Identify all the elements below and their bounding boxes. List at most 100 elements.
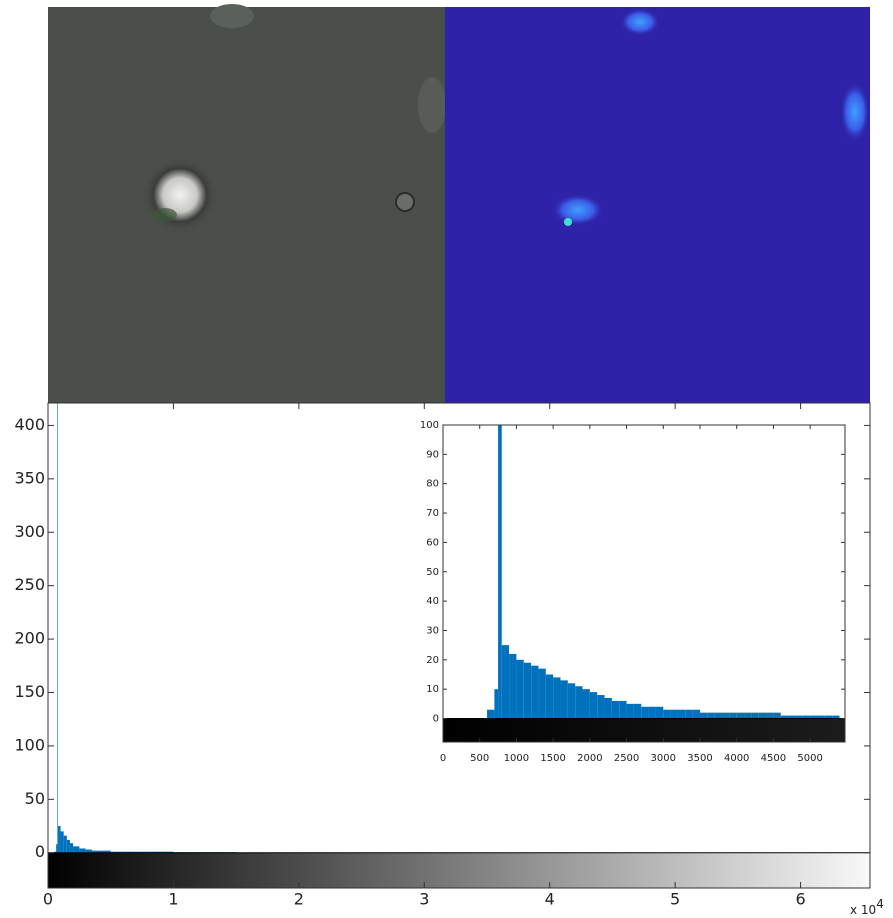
bar — [699, 712, 708, 719]
bar — [523, 662, 532, 719]
bar — [641, 706, 649, 719]
x-tick-label: 4500 — [761, 753, 786, 764]
bar — [494, 689, 499, 719]
x-tick-label: 4000 — [724, 753, 749, 764]
x-tick-label: 1 — [168, 890, 178, 909]
bar — [57, 403, 59, 853]
bar — [663, 709, 671, 719]
x-tick-label: 3000 — [651, 753, 676, 764]
y-tick-label: 250 — [14, 575, 45, 594]
bar — [780, 715, 789, 719]
bar — [63, 835, 67, 853]
bar — [758, 712, 767, 719]
y-tick-label: 10 — [426, 684, 439, 695]
y-tick-label: 50 — [25, 789, 45, 808]
y-tick-label: 300 — [14, 522, 45, 541]
bar — [619, 700, 627, 719]
bar — [498, 425, 502, 719]
bar — [611, 700, 620, 719]
bar — [54, 851, 57, 853]
bar — [714, 712, 723, 719]
bar — [98, 850, 111, 853]
bar — [648, 706, 656, 719]
x-tick-label: 1000 — [504, 753, 529, 764]
bar — [633, 703, 642, 719]
bar — [832, 715, 840, 719]
bar — [802, 715, 811, 719]
bar — [817, 715, 825, 719]
colorbar — [48, 852, 870, 888]
y-tick-label: 90 — [426, 449, 439, 460]
bar — [575, 686, 583, 719]
y-tick-label: 200 — [14, 629, 45, 648]
bar — [795, 715, 803, 719]
bar — [810, 715, 818, 719]
bar — [531, 665, 539, 719]
x-tick-label: 2 — [294, 890, 304, 909]
y-tick-label: 350 — [14, 468, 45, 487]
bar — [56, 844, 58, 853]
colorbar — [443, 718, 845, 742]
bar — [501, 645, 510, 719]
bar — [58, 826, 61, 853]
bar — [707, 712, 715, 719]
y-tick-label: 400 — [14, 415, 45, 434]
x-tick-label: 6 — [795, 890, 805, 909]
y-tick-label: 20 — [426, 655, 439, 666]
exponent-power: 4 — [876, 897, 884, 911]
x-tick-label: 500 — [470, 753, 489, 764]
bar — [73, 846, 80, 853]
x-tick-label: 2500 — [614, 753, 639, 764]
brightfield-image — [48, 4, 446, 403]
bars — [487, 425, 840, 719]
x-tick-label: 0 — [440, 753, 446, 764]
bar — [69, 843, 74, 853]
bar — [509, 653, 517, 719]
bar — [685, 709, 693, 719]
bar — [553, 677, 561, 719]
bar — [788, 715, 796, 719]
x-tick-label: 5 — [670, 890, 680, 909]
bar — [729, 712, 737, 719]
bar — [626, 703, 634, 719]
exponent-base: x 10 — [850, 903, 876, 917]
x-tick-label: 2000 — [577, 753, 602, 764]
bar — [744, 712, 752, 719]
bar — [766, 712, 774, 719]
bar — [91, 850, 99, 853]
y-tick-label: 30 — [426, 625, 439, 636]
bar — [655, 706, 664, 719]
bar — [670, 709, 678, 719]
bar — [567, 683, 576, 719]
bar — [516, 659, 524, 719]
bar — [722, 712, 730, 719]
x-tick-label: 5000 — [797, 753, 822, 764]
bar — [66, 839, 70, 853]
y-tick-label: 80 — [426, 479, 439, 490]
bar — [589, 692, 598, 719]
y-tick-label: 100 — [14, 735, 45, 754]
bar — [148, 851, 174, 853]
y-tick-label: 100 — [420, 420, 439, 431]
x-tick-label: 4 — [545, 890, 555, 909]
axes-box — [47, 402, 871, 889]
y-tick-label: 70 — [426, 508, 439, 519]
x-exponent: x 104 — [850, 897, 884, 917]
bar — [135, 851, 149, 853]
bar — [751, 712, 759, 719]
bar — [677, 709, 686, 719]
bar — [560, 680, 568, 719]
bar — [538, 668, 546, 719]
y-tick-label: 50 — [426, 567, 439, 578]
bar — [487, 709, 495, 719]
y-tick-label: 0 — [35, 842, 45, 861]
bar — [692, 709, 700, 719]
y-tick-label: 40 — [426, 596, 439, 607]
fluorescence-image — [445, 7, 870, 403]
bar — [824, 715, 833, 719]
x-tick-label: 0 — [43, 890, 53, 909]
y-tick-label: 0 — [433, 714, 439, 725]
bar — [79, 848, 86, 853]
